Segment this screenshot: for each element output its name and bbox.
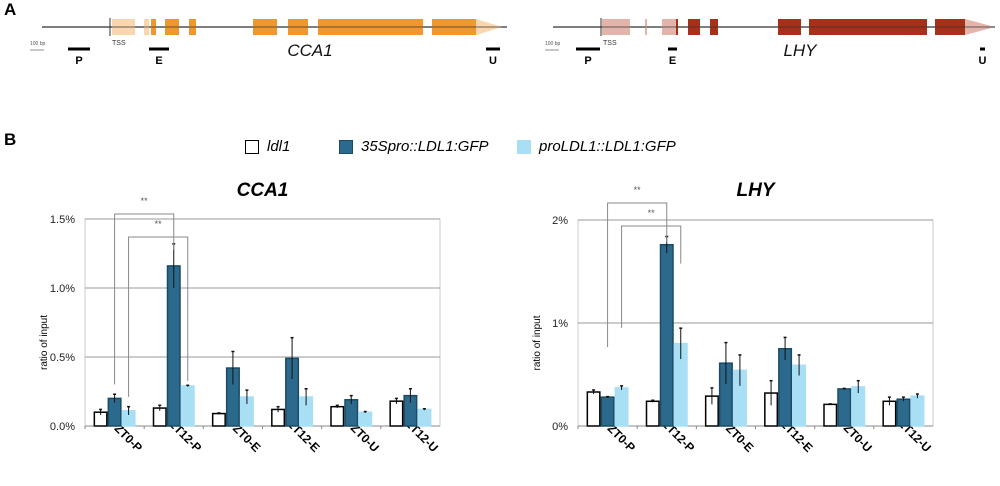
scale-label: 100 bp	[545, 41, 561, 47]
y-axis-label: ratio of input	[39, 315, 50, 370]
legend-item-ldl1: ldl1	[245, 138, 290, 155]
amplicon-label-P: P	[75, 55, 82, 67]
amplicon-label-E: E	[669, 55, 676, 67]
legend-label: 35Spro::LDL1:GFP	[361, 138, 489, 155]
significance-label: **	[155, 219, 163, 229]
chart-title: LHY	[737, 180, 777, 201]
bar-2	[417, 408, 432, 427]
bar-0	[586, 391, 601, 427]
y-axis-label: ratio of input	[532, 315, 543, 370]
scale-label: 100 bp	[30, 41, 46, 47]
tss-label: TSS	[603, 40, 617, 47]
amplicon-label-U: U	[489, 55, 497, 67]
y-tick-label: 1.5%	[50, 214, 75, 226]
legend-item-35s: 35Spro::LDL1:GFP	[339, 138, 489, 155]
y-tick-label: 0%	[552, 421, 568, 433]
chart-title: CCA1	[237, 180, 289, 201]
legend-swatch	[245, 139, 259, 154]
bar-0	[645, 400, 660, 427]
bar-1	[837, 388, 852, 427]
bar-1	[778, 348, 793, 427]
bar-2	[910, 395, 925, 427]
amplicon-label-P: P	[584, 55, 591, 67]
bar-1	[896, 398, 911, 427]
plot-frame	[84, 218, 441, 427]
legend-swatch	[339, 139, 353, 154]
bar-1	[600, 396, 615, 427]
bar-2	[614, 387, 629, 427]
amplicon-label-U: U	[979, 55, 987, 67]
significance-label: **	[634, 185, 642, 195]
bar-0	[211, 412, 226, 427]
gene-name: LHY	[783, 41, 818, 60]
legend-swatch	[517, 139, 531, 154]
bar-1	[659, 243, 674, 427]
legend-item-pro: proLDL1::LDL1:GFP	[517, 138, 676, 155]
tss-label: TSS	[112, 40, 126, 47]
y-tick-label: 2%	[552, 215, 568, 227]
gene-name: CCA1	[287, 41, 332, 60]
bar-0	[389, 400, 404, 427]
bar-2	[358, 411, 373, 427]
bar-2	[180, 385, 195, 427]
y-tick-label: 1%	[552, 318, 568, 330]
bar-0	[823, 403, 838, 427]
significance-bracket	[607, 202, 668, 348]
y-tick-label: 0.0%	[50, 421, 75, 433]
amplicon-label-E: E	[155, 55, 162, 67]
y-tick-label: 0.5%	[50, 352, 75, 364]
panel-label-b: B	[4, 130, 17, 149]
bar-1	[166, 265, 181, 427]
significance-label: **	[141, 196, 149, 206]
significance-bracket	[128, 236, 189, 397]
y-tick-label: 1.0%	[50, 283, 75, 295]
legend-label: ldl1	[267, 138, 291, 155]
legend-label: proLDL1::LDL1:GFP	[539, 138, 676, 155]
significance-bracket	[621, 225, 682, 328]
significance-bracket	[114, 213, 175, 385]
panel-label-a: A	[4, 0, 17, 19]
bar-0	[330, 405, 345, 427]
significance-label: **	[648, 208, 656, 218]
